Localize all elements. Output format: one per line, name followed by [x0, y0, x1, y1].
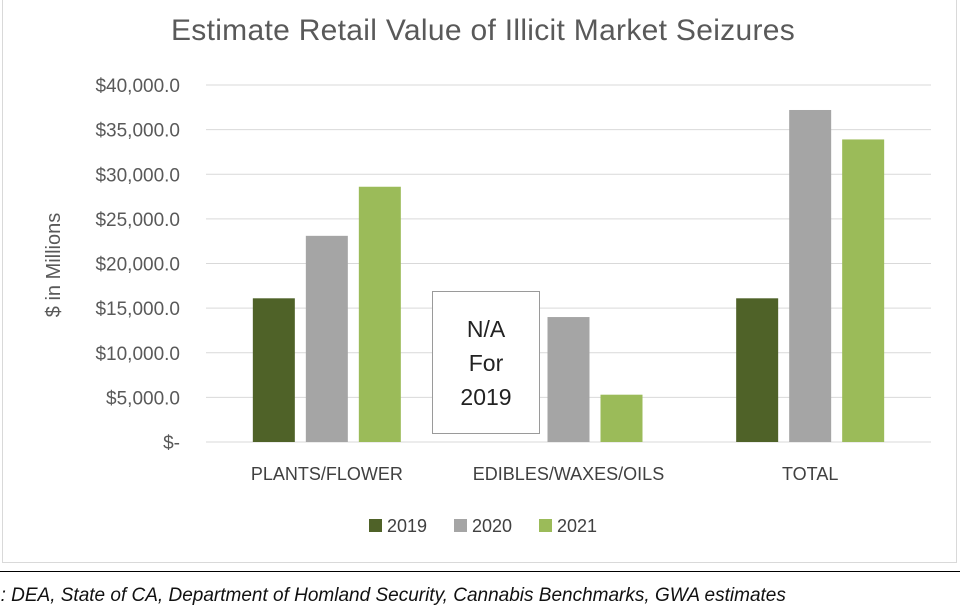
annotation-line-1: N/A [466, 315, 506, 342]
bar-2020-0 [305, 235, 348, 442]
na-annotation-box: N/A For 2019 [432, 291, 540, 434]
bars [252, 109, 885, 443]
y-axis-label: $ in Millions [43, 213, 65, 317]
legend: 2019 2020 2021 [369, 516, 597, 536]
source-note: e: DEA, State of CA, Department of Homla… [0, 585, 786, 606]
bar-2021-1 [600, 394, 643, 442]
chart-title: Estimate Retail Value of Illicit Market … [170, 14, 796, 47]
y-tick-labels: $- $5,000.0 $10,000.0 $15,000.0 $20,000.0 $25… [95, 76, 180, 454]
bar-2020-2 [789, 109, 832, 443]
annotation-line-3: 2019 [460, 383, 512, 410]
bar-2021-2 [842, 139, 885, 442]
bar-2021-0 [358, 186, 401, 442]
y-tick-label: $40,000.0 [95, 76, 180, 97]
divider-line [0, 571, 960, 572]
y-tick-label: $20,000.0 [95, 255, 180, 276]
y-tick-label: $25,000.0 [95, 210, 180, 231]
y-tick-label: $5,000.0 [106, 388, 180, 409]
bar-2019-0 [252, 298, 295, 442]
legend-label: 2021 [557, 516, 597, 536]
legend-label: 2019 [387, 516, 427, 536]
y-tick-label: $35,000.0 [95, 121, 180, 142]
legend-label: 2020 [472, 516, 512, 536]
y-tick-label: $10,000.0 [95, 344, 180, 365]
y-tick-label: $30,000.0 [95, 165, 180, 186]
bar-chart: $- $5,000.0 $10,000.0 $15,000.0 $20,000.0 $25… [43, 76, 931, 536]
category-label: TOTAL [782, 464, 838, 484]
y-tick-label: $- [163, 433, 180, 454]
category-labels: PLANTS/FLOWER EDIBLES/WAXES/OILS TOTAL [251, 464, 839, 484]
bar-2019-2 [736, 298, 779, 442]
annotation-line-2: For [468, 349, 504, 376]
legend-swatch [454, 519, 467, 532]
legend-swatch [539, 519, 552, 532]
category-label: EDIBLES/WAXES/OILS [473, 464, 664, 484]
category-label: PLANTS/FLOWER [251, 464, 403, 484]
bar-2020-1 [547, 317, 590, 442]
y-tick-label: $15,000.0 [95, 299, 180, 320]
legend-swatch [369, 519, 382, 532]
